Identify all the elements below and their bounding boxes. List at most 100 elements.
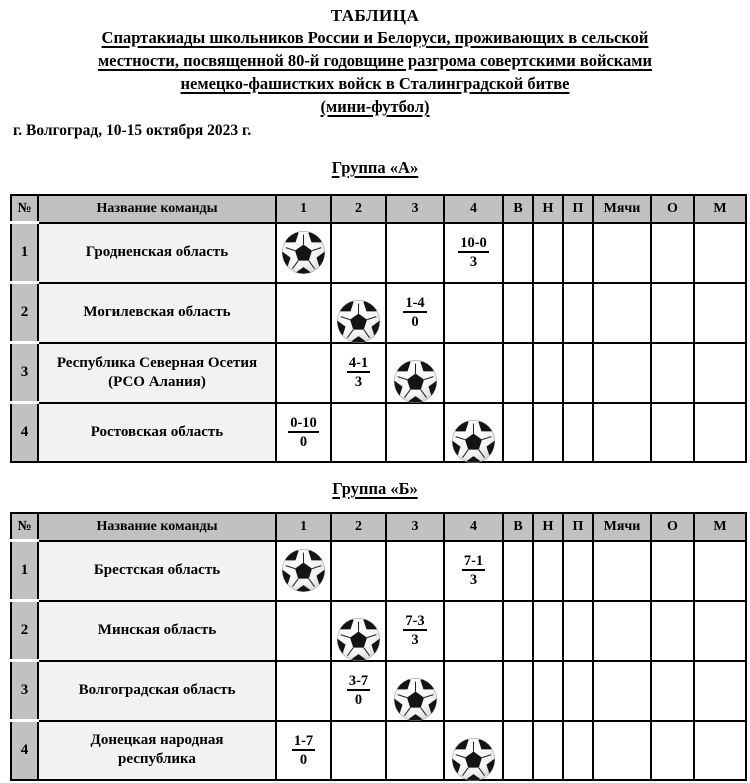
stat-cell [650,281,695,344]
stat-cell [650,719,695,781]
stat-cell [502,719,534,781]
document-title: ТАБЛИЦА [330,6,420,25]
team-name-cell: Ростовская область [37,401,277,463]
header-row: № Название команды 1 2 3 4 В Н П Мячи О М [10,194,747,224]
match-score-goals: 3-7 [346,673,371,691]
row-number-cell: 1 [10,539,39,602]
stat-cell [532,341,564,404]
match-cell [443,281,504,344]
row-number-cell: 3 [10,341,39,404]
match-cell: 10-0 3 [443,221,504,284]
subtitle-line-1: Спартакиады школьников России и Белоруси… [101,28,649,47]
match-cell [385,539,445,602]
match-score: 4-1 3 [332,355,385,390]
match-score: 0-10 0 [277,415,330,450]
match-cell [330,281,387,344]
column-header: П [562,194,594,224]
stat-cell [592,401,652,463]
match-score-goals: 10-0 [458,235,489,253]
stat-cell [532,401,564,463]
stat-cell [562,539,594,602]
column-header: Мячи [592,512,652,542]
column-header: В [502,194,534,224]
match-score: 7-1 3 [445,553,502,588]
match-score-goals: 1-7 [291,732,316,751]
team-row: 3 Республика Северная Осетия (РСО Алания) 4… [10,341,747,404]
stat-cell [592,599,652,662]
match-cell [275,539,332,602]
match-cell: 3-7 0 [330,659,387,722]
stat-cell [502,221,534,284]
team-name-line: Брестская область [93,562,221,578]
stat-cell [592,719,652,781]
soccer-ball-icon [393,359,437,404]
group-a-title: Группа «А» [331,158,419,177]
team-name-line: Минская область [97,622,217,638]
match-cell [275,341,332,404]
column-header: О [650,512,695,542]
team-row: 1 Брестская область 7-1 3 [10,539,747,602]
match-score-points: 3 [469,254,478,270]
match-cell [443,719,504,781]
stat-cell [650,221,695,284]
stat-cell [532,221,564,284]
group-a-table: № Название команды 1 2 3 4 В Н П Мячи О М 1 Гродненск… [10,194,747,463]
match-score: 10-0 3 [445,235,502,270]
match-score-goals: 7-3 [403,613,427,631]
column-header: 4 [443,194,504,224]
document-subtitle: Спартакиады школьников России и Белоруси… [0,26,750,118]
row-number-cell: 1 [10,221,39,284]
stat-cell [693,719,747,781]
stat-cell [650,659,695,722]
stat-cell [650,539,695,602]
match-cell [330,221,387,284]
team-name-cell: Могилевская область [37,281,277,344]
match-cell [385,659,445,722]
row-number-cell: 2 [10,281,39,344]
stat-cell [562,719,594,781]
team-row: 4 Ростовская область 0-10 0 [10,401,747,463]
soccer-ball-icon [281,230,326,275]
column-header: 1 [275,512,332,542]
subtitle-line-2: местности, посвященной 80-й годовщине ра… [97,51,653,70]
soccer-ball-icon [451,737,496,781]
header-row: № Название команды 1 2 3 4 В Н П Мячи О М [10,512,747,542]
team-name-cell: Волгоградская область [37,659,277,722]
column-header: Н [532,194,564,224]
match-score: 1-4 0 [387,295,443,330]
subtitle-line-4: (мини-футбол) [320,97,430,116]
soccer-ball-icon [336,617,381,662]
stat-cell [532,539,564,602]
stat-cell [562,341,594,404]
column-header: № [10,194,39,224]
group-b-table: № Название команды 1 2 3 4 В Н П Мячи О М 1 Брестская… [10,512,747,781]
match-score: 3-7 0 [332,673,385,708]
stat-cell [693,341,747,404]
column-header: М [693,194,747,224]
team-name-line: (РСО Алания) [108,373,206,390]
team-name-cell: Минская область [37,599,277,662]
stat-cell [693,221,747,284]
column-header: П [562,512,594,542]
stat-cell [562,281,594,344]
team-name-cell: Гродненская область [37,221,277,284]
column-header: 2 [330,194,387,224]
stat-cell [592,659,652,722]
stat-cell [532,281,564,344]
stat-cell [650,401,695,463]
match-score-points: 0 [411,314,419,330]
team-name-line: Республика Северная Осетия [56,354,258,371]
stat-cell [562,401,594,463]
match-cell [385,401,445,463]
match-cell [443,659,504,722]
match-cell: 7-1 3 [443,539,504,602]
match-cell [385,341,445,404]
row-number-cell: 2 [10,599,39,662]
stat-cell [502,539,534,602]
team-row: 2 Могилевская область 1-4 0 [10,281,747,344]
column-header: 1 [275,194,332,224]
column-header: О [650,194,695,224]
stat-cell [562,599,594,662]
match-cell [443,599,504,662]
event-location-date: г. Волгоград, 10-15 октября 2023 г. [13,122,252,139]
